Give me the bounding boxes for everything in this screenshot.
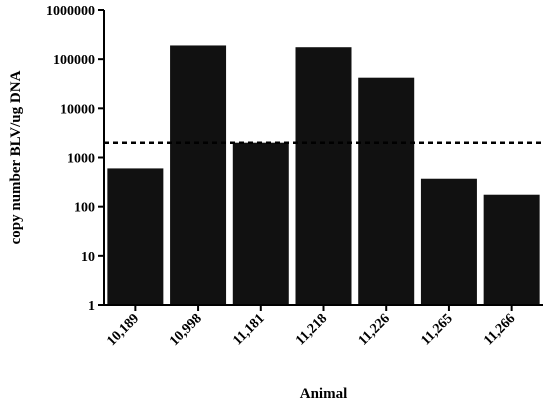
y-axis-title: copy number BLV/ug DNA bbox=[8, 70, 24, 244]
x-tick-label: 11,266 bbox=[481, 311, 518, 348]
y-tick-label: 100 bbox=[74, 201, 95, 216]
y-tick-label: 1 bbox=[88, 299, 95, 314]
y-tick-label: 10 bbox=[81, 250, 95, 265]
x-tick-label: 10,189 bbox=[104, 311, 142, 349]
bar bbox=[358, 77, 415, 305]
bar bbox=[107, 168, 164, 305]
y-tick-label: 1000 bbox=[67, 152, 95, 167]
x-tick-label: 10,998 bbox=[167, 311, 205, 349]
bar bbox=[295, 47, 352, 306]
bar bbox=[170, 45, 227, 306]
x-axis-title: Animal bbox=[300, 386, 348, 402]
bars bbox=[107, 45, 540, 306]
x-tick-label: 11,226 bbox=[356, 311, 393, 348]
bar bbox=[483, 194, 540, 305]
x-tick-label: 11,265 bbox=[418, 311, 455, 348]
x-tick-label: 11,218 bbox=[293, 311, 330, 348]
y-tick-label: 100000 bbox=[53, 53, 95, 68]
x-tick-label: 11,181 bbox=[230, 311, 267, 348]
bar bbox=[232, 142, 289, 305]
bar bbox=[420, 178, 477, 305]
y-tick-label: 10000 bbox=[60, 102, 95, 117]
y-axis-ticks: 1 10 100 1000 10000 100000 1000000 bbox=[46, 4, 104, 314]
x-axis-ticks: 10,189 10,998 11,181 11,218 11,226 11,265 11,2… bbox=[104, 305, 518, 349]
y-tick-label: 1000000 bbox=[46, 4, 95, 19]
